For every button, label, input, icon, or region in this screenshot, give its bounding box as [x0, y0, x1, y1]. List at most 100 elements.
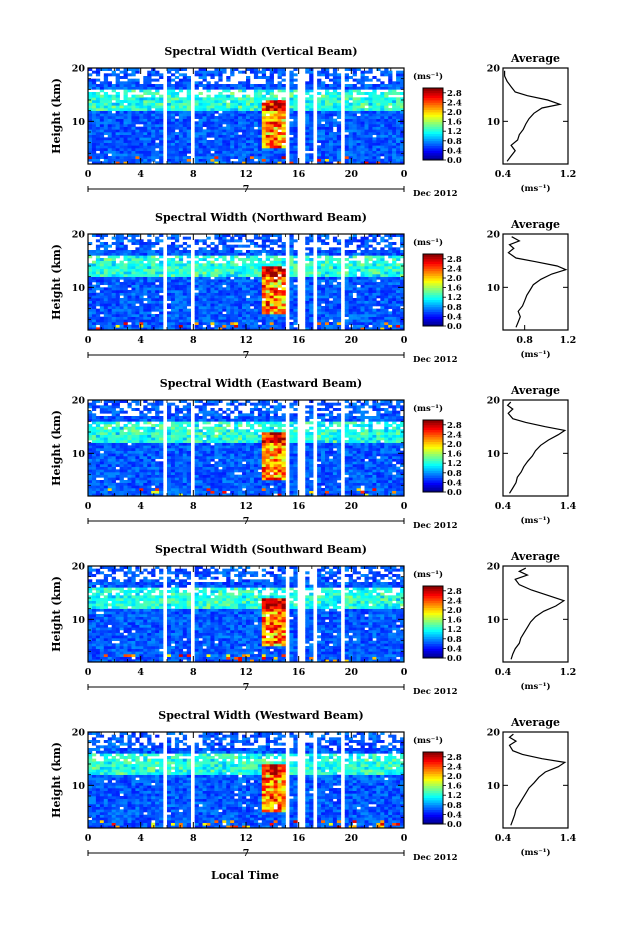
heatmap-cell: [321, 145, 326, 149]
heatmap-cell: [293, 308, 298, 312]
heatmap-cell: [392, 161, 397, 165]
heatmap-cell: [246, 319, 251, 323]
heatmap-cell: [206, 298, 211, 301]
heatmap-cell: [305, 303, 310, 307]
heatmap-cell: [344, 295, 349, 299]
heatmap-cell: [356, 308, 361, 312]
heatmap-cell: [305, 113, 310, 117]
heatmap-cell: [174, 84, 180, 87]
heatmap-cell: [281, 319, 286, 323]
heatmap-cell: [396, 287, 401, 291]
heatmap-cell: [206, 268, 211, 272]
heatmap-cell: [372, 263, 377, 267]
heatmap-cell: [111, 126, 116, 130]
heatmap-cell: [360, 306, 365, 309]
heatmap-cell: [123, 290, 128, 293]
heatmap-cell: [396, 142, 401, 146]
heatmap-cell: [127, 137, 132, 141]
heatmap-cell: [91, 466, 97, 470]
heatmap-cell: [317, 292, 322, 296]
heatmap-cell: [234, 306, 239, 309]
heatmap-cell: [230, 148, 235, 151]
heatmap-cell: [384, 292, 389, 296]
heatmap-cell: [210, 132, 215, 135]
heatmap-cell: [289, 252, 294, 256]
heatmap-cell: [123, 271, 128, 275]
heatmap-cell: [167, 279, 172, 283]
heatmap-cell: [388, 78, 393, 82]
heatmap-cell: [360, 156, 365, 159]
heatmap-cell: [182, 100, 188, 103]
heatmap-cell: [238, 234, 243, 237]
heatmap-cell: [328, 260, 334, 264]
heatmap-cell: [317, 239, 322, 243]
heatmap-cell: [388, 295, 393, 299]
heatmap-cell: [170, 327, 176, 331]
heatmap-cell: [281, 263, 286, 267]
heatmap-cell: [309, 100, 314, 103]
heatmap-cell: [372, 158, 377, 162]
heatmap-cell: [265, 86, 270, 90]
heatmap-cell: [269, 290, 274, 293]
heatmap-cell: [352, 314, 357, 317]
heatmap-cell: [182, 78, 188, 82]
heatmap-cell: [167, 134, 172, 138]
heatmap-cell: [309, 140, 314, 143]
heatmap-cell: [170, 322, 176, 325]
heatmap-cell: [174, 247, 180, 251]
heatmap-cell: [174, 316, 180, 320]
heatmap-cell: [103, 303, 109, 307]
heatmap-cell: [253, 252, 259, 256]
heatmap-cell: [151, 140, 156, 143]
heatmap-cell: [139, 258, 144, 261]
heatmap-cell: [242, 316, 247, 320]
heatmap-cell: [325, 271, 330, 275]
heatmap-cell: [167, 89, 172, 93]
colorbar-swatch: [423, 297, 443, 300]
heatmap-cell: [119, 239, 124, 243]
heatmap-cell: [111, 156, 116, 159]
y-axis-label: Height (km): [50, 244, 63, 320]
heatmap-cell: [352, 276, 357, 280]
heatmap-cell: [186, 129, 191, 133]
heatmap-cell: [380, 100, 385, 103]
heatmap-cell: [352, 97, 357, 101]
heatmap-cell: [198, 287, 203, 291]
heatmap-cell: [95, 461, 101, 465]
heatmap-cell: [400, 252, 405, 256]
heatmap-cell: [360, 137, 365, 141]
heatmap-cell: [253, 242, 259, 245]
heatmap-cell: [257, 145, 263, 149]
colorbar-swatch: [423, 102, 443, 106]
heatmap-cell: [242, 97, 247, 101]
heatmap-cell: [249, 156, 255, 159]
heatmap-cell: [218, 126, 223, 130]
heatmap-cell: [127, 110, 132, 114]
heatmap-cell: [360, 113, 365, 117]
heatmap-cell: [210, 100, 215, 103]
heatmap-cell: [364, 279, 369, 283]
heatmap-cell: [131, 250, 136, 253]
heatmap-cell: [360, 124, 365, 127]
heatmap-cell: [321, 161, 326, 165]
heatmap-cell: [226, 132, 231, 135]
heatmap-cell: [289, 156, 294, 159]
heatmap-cell: [269, 76, 274, 79]
heatmap-cell: [325, 68, 330, 71]
heatmap-cell: [218, 239, 223, 243]
heatmap-cell: [194, 161, 199, 165]
heatmap-cell: [178, 308, 184, 312]
heatmap-cell: [344, 124, 349, 127]
heatmap-cell: [293, 292, 298, 296]
heatmap-cell: [226, 311, 231, 315]
heatmap-cell: [293, 118, 298, 122]
heatmap-cell: [317, 311, 322, 315]
heatmap-cell: [202, 113, 207, 117]
heatmap-cell: [356, 102, 361, 106]
heatmap-cell: [269, 129, 274, 133]
heatmap-cell: [182, 316, 188, 320]
heatmap-cell: [360, 287, 365, 291]
heatmap-cell: [139, 290, 144, 293]
heatmap-cell: [321, 276, 326, 280]
heatmap-cell: [289, 284, 294, 288]
